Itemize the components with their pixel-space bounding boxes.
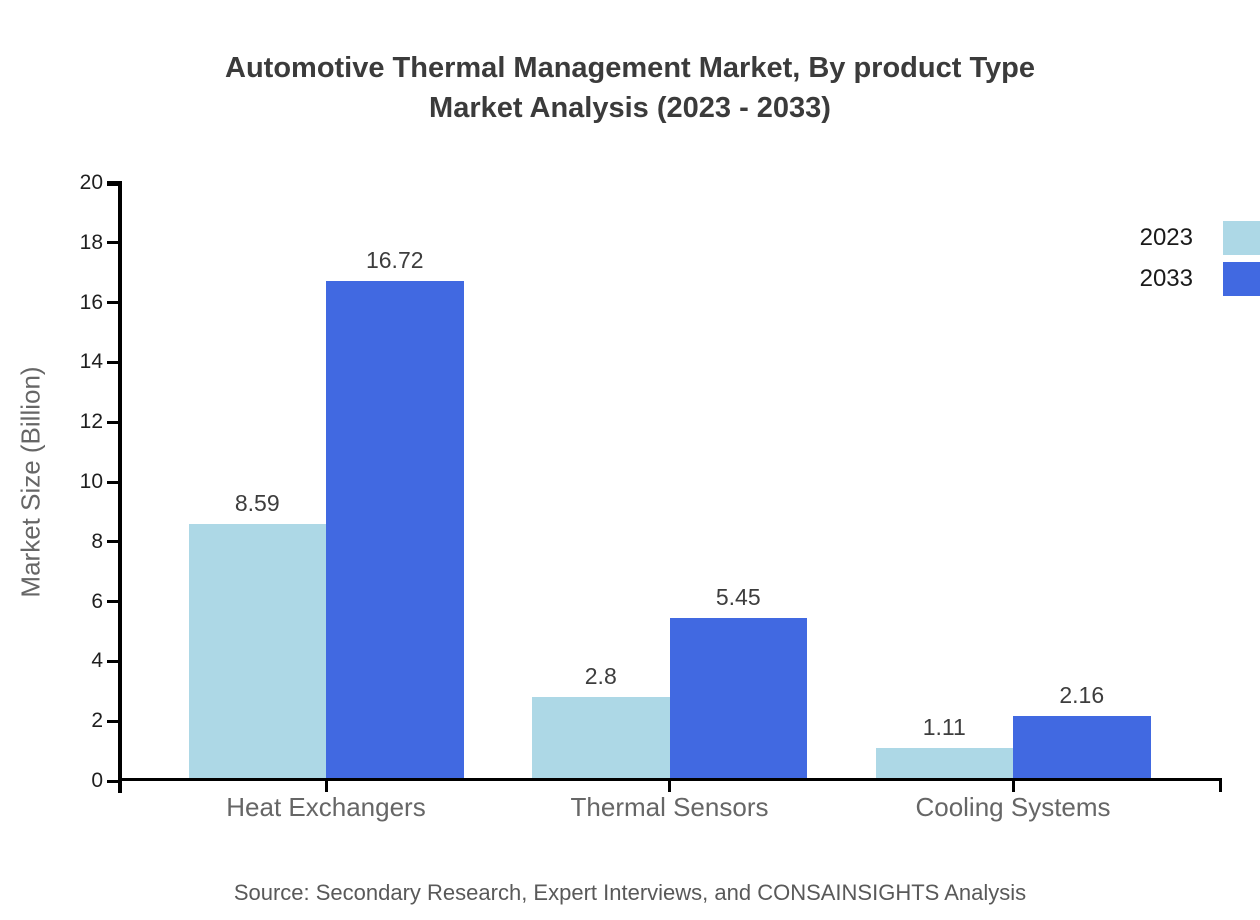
bar-heat-exchangers-2033	[326, 281, 464, 781]
legend-swatch-2023	[1223, 220, 1260, 255]
y-tick-label-20: 20	[79, 171, 103, 194]
y-axis-tick-14	[107, 360, 118, 364]
legend-swatch-2033	[1223, 261, 1260, 296]
y-axis-tick-20	[107, 181, 118, 186]
legend-label-2033: 2033	[1139, 264, 1193, 292]
value-label-cooling-systems-2023: 1.11	[922, 713, 966, 740]
y-tick-label-14: 14	[79, 350, 103, 374]
x-axis-end-tick	[1219, 778, 1222, 792]
legend-item-2023: 2023	[1140, 217, 1260, 258]
x-category-label-heat-exchangers: Heat Exchangers	[226, 792, 426, 822]
legend: 2023 2033	[1140, 217, 1260, 299]
chart-title-line1: Automotive Thermal Management Market, By…	[225, 52, 1035, 84]
y-tick-label-8: 8	[91, 529, 103, 553]
x-category-label-thermal-sensors: Thermal Sensors	[570, 792, 769, 822]
bar-thermal-sensors-2023	[532, 697, 670, 781]
y-axis-line	[118, 181, 122, 793]
y-tick-label-18: 18	[79, 230, 103, 254]
chart-title: Automotive Thermal Management Market, By…	[0, 48, 1260, 128]
y-axis-tick-2	[107, 719, 118, 723]
y-axis-tick-18	[107, 241, 118, 245]
y-tick-label-4: 4	[91, 649, 103, 673]
y-axis-tick-12	[107, 420, 118, 424]
value-label-thermal-sensors-2023: 2.8	[584, 663, 617, 690]
bar-cooling-systems-2023	[875, 747, 1013, 781]
y-axis-tick-4	[107, 659, 118, 663]
bar-thermal-sensors-2033	[669, 618, 807, 781]
y-axis-tick-10	[107, 480, 118, 484]
y-tick-label-6: 6	[91, 589, 103, 613]
y-axis-tick-6	[107, 600, 118, 604]
y-axis-tick-0	[107, 779, 118, 783]
bar-cooling-systems-2033	[1013, 716, 1151, 781]
value-label-heat-exchangers-2033: 16.72	[365, 247, 424, 274]
y-tick-label-12: 12	[79, 410, 103, 434]
chart-title-line2: Market Analysis (2023 - 2033)	[429, 92, 831, 124]
y-axis-tick-16	[107, 301, 118, 305]
y-tick-label-10: 10	[79, 470, 103, 493]
value-label-heat-exchangers-2023: 8.59	[234, 490, 280, 517]
x-axis-tick-heat-exchangers	[324, 781, 328, 792]
value-label-thermal-sensors-2033: 5.45	[715, 584, 761, 611]
source-note: Source: Secondary Research, Expert Inter…	[233, 880, 1027, 905]
y-tick-label-16: 16	[79, 290, 103, 314]
x-axis-line	[118, 778, 1222, 781]
x-category-label-cooling-systems: Cooling Systems	[915, 792, 1111, 822]
x-axis-tick-thermal-sensors	[668, 781, 671, 792]
bar-heat-exchangers-2023	[188, 524, 326, 781]
y-tick-label-0: 0	[91, 769, 103, 792]
x-axis-tick-cooling-systems	[1011, 781, 1015, 792]
legend-label-2023: 2023	[1139, 223, 1193, 251]
y-axis-title: Market Size (Billion)	[15, 366, 46, 598]
legend-item-2033: 2033	[1140, 258, 1260, 299]
y-tick-label-2: 2	[91, 709, 103, 733]
y-axis-tick-8	[107, 540, 118, 544]
value-label-cooling-systems-2033: 2.16	[1059, 682, 1105, 709]
